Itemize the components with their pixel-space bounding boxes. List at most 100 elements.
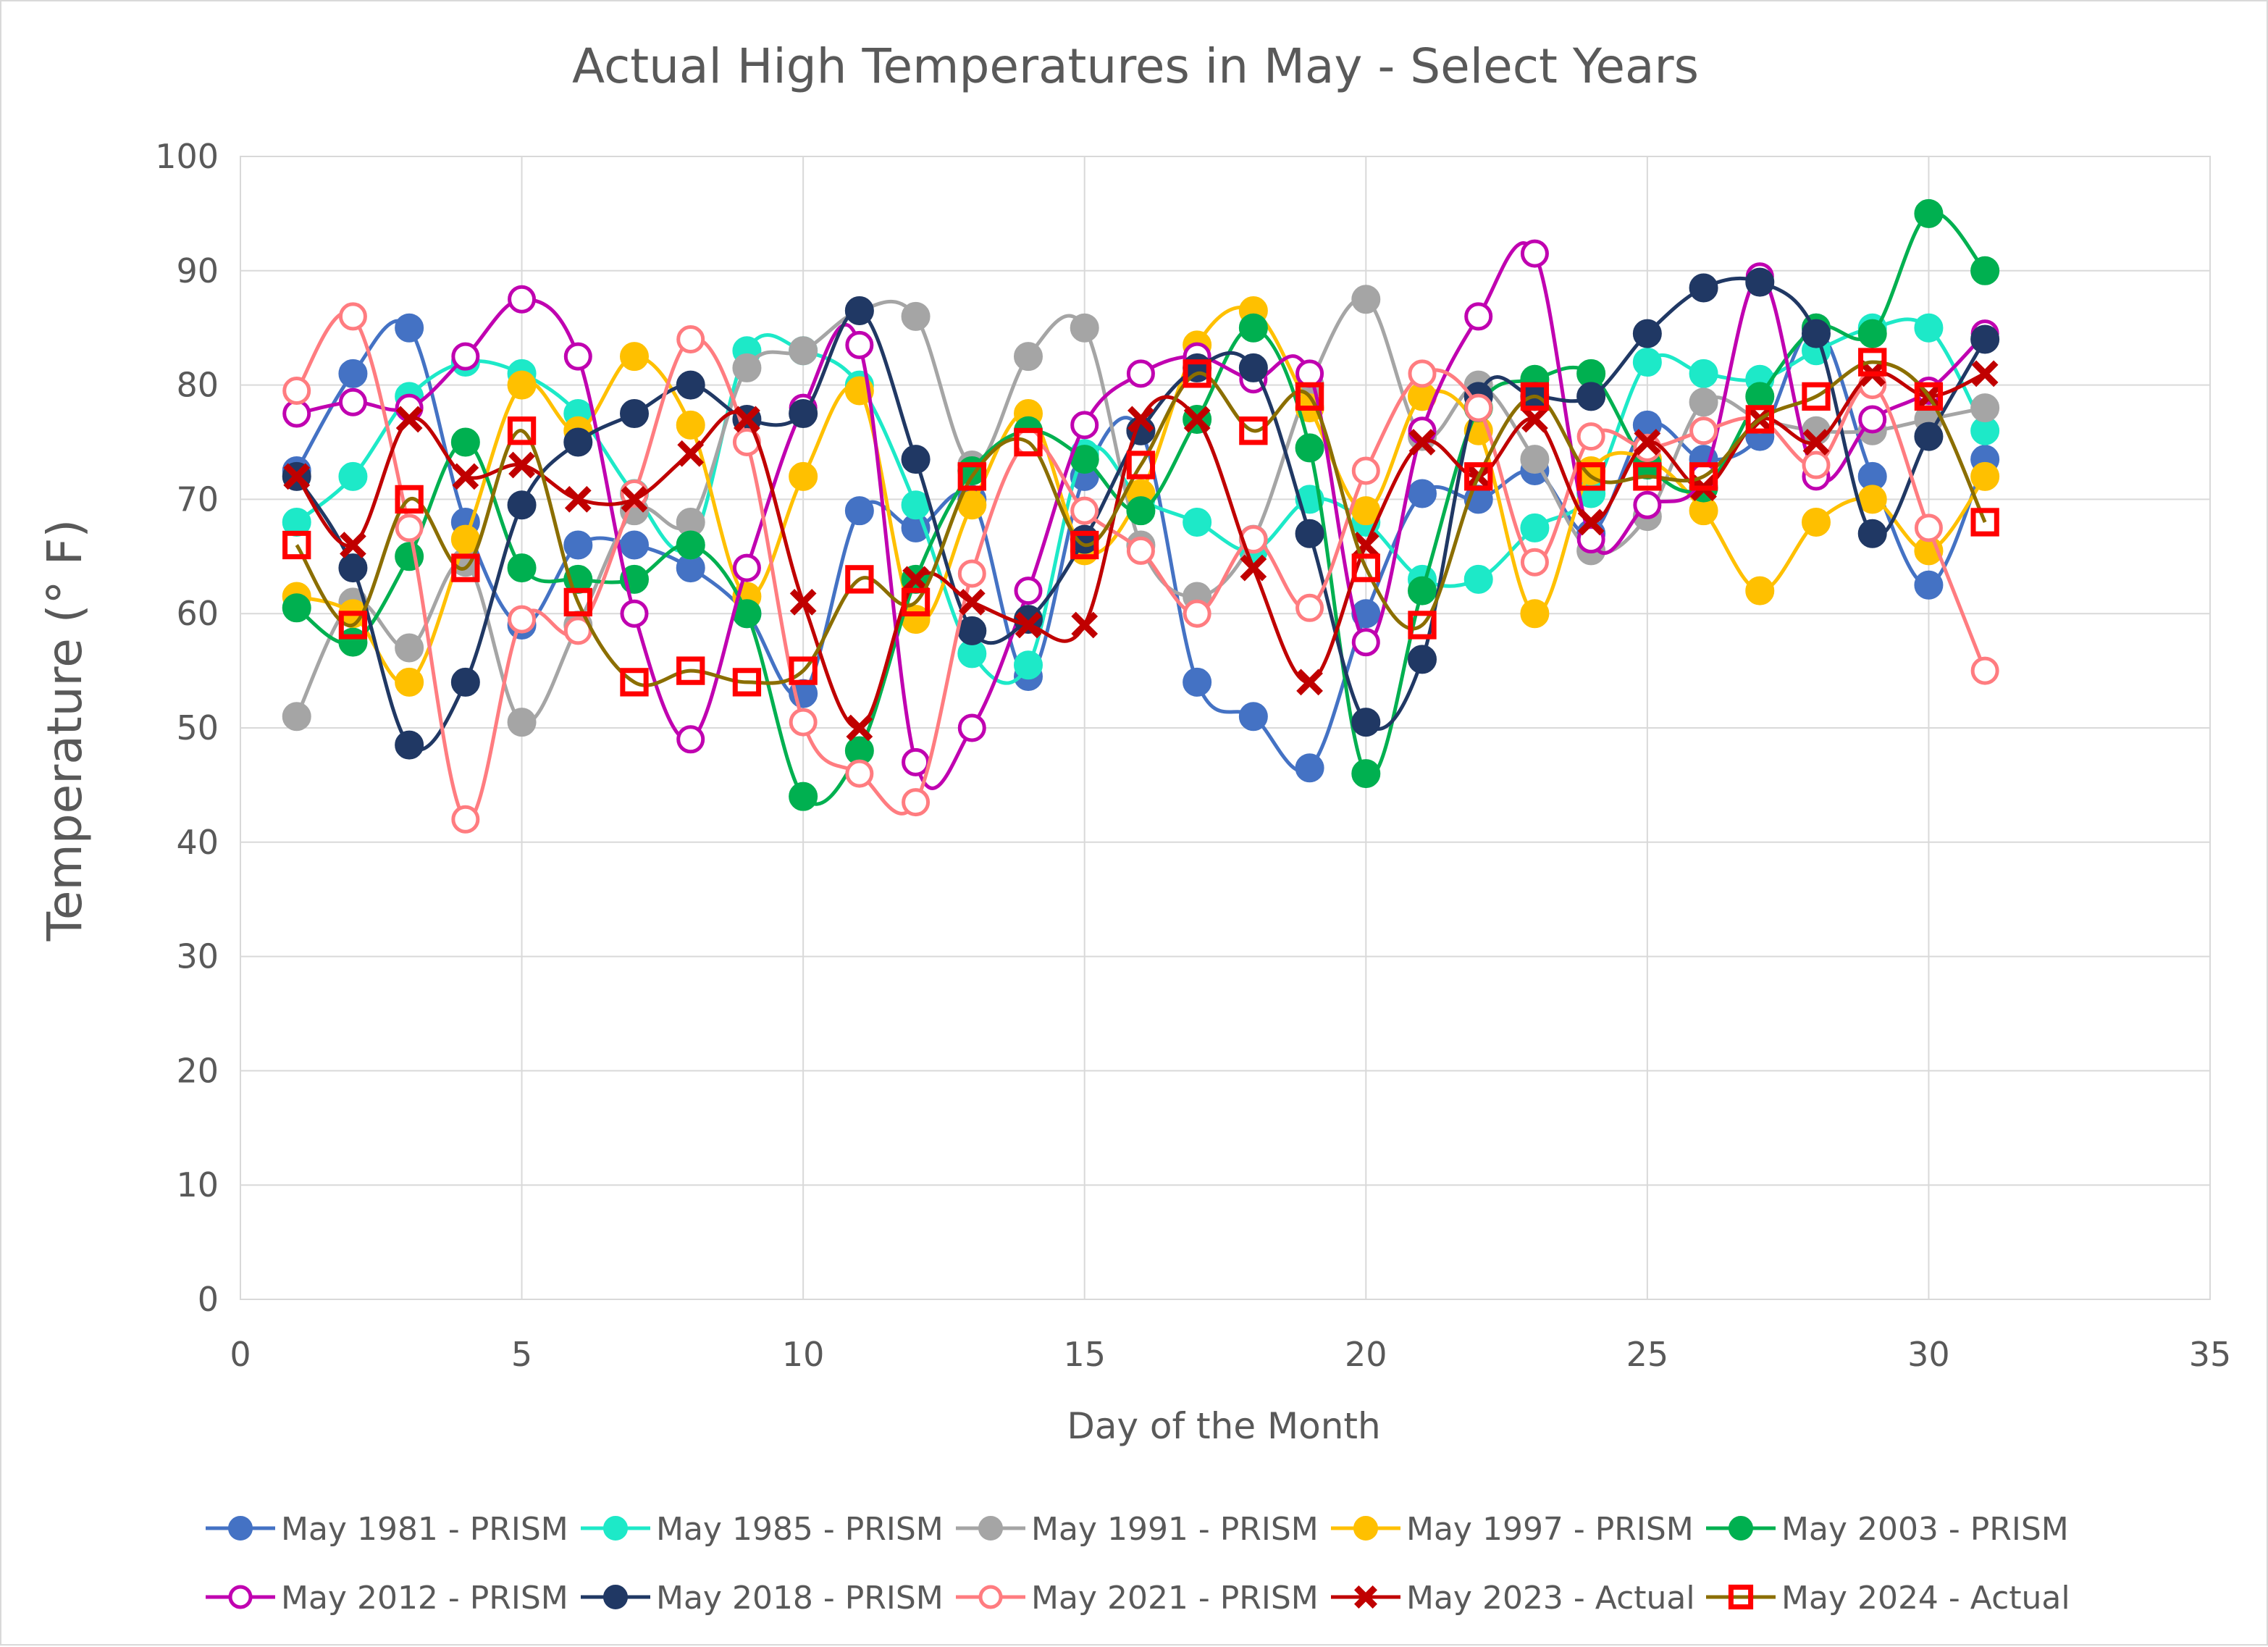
legend-marker [1353,1516,1378,1541]
data-point-day-21 [1408,576,1437,605]
data-point-day-26 [1689,359,1718,388]
data-point-day-1 [282,507,311,537]
data-point-day-9 [734,406,760,433]
data-point-day-14 [1014,650,1043,680]
data-point-day-18 [1240,554,1267,582]
data-point-day-8 [676,656,705,685]
data-point-day-20 [1351,759,1381,789]
data-point-day-14 [1014,342,1043,372]
data-point-day-22 [1464,393,1493,422]
x-tick-label: 20 [1345,1335,1387,1374]
data-point-day-12 [902,747,931,776]
data-point-day-6 [563,427,593,457]
data-point-day-6 [563,342,592,371]
data-point-day-5 [507,370,537,400]
legend-label: May 1991 - PRISM [1031,1511,1319,1548]
y-tick-label: 10 [176,1165,219,1204]
data-point-day-21 [1408,645,1437,674]
data-point-day-10 [789,708,818,737]
data-point-day-1 [282,399,311,428]
data-point-day-15 [1070,530,1099,560]
data-point-day-13 [957,713,986,742]
legend-marker [228,1585,253,1609]
data-point-day-25 [1634,429,1661,456]
y-tick-label: 0 [198,1280,219,1319]
data-point-day-13 [957,559,986,588]
data-point-day-1 [282,530,311,560]
plot-area [240,156,2211,1300]
data-point-day-6 [564,486,592,513]
data-point-day-16 [1126,450,1156,479]
data-point-day-3 [395,514,424,542]
data-point-day-30 [1914,422,1944,451]
data-point-day-30 [1914,382,1944,411]
data-point-day-19 [1295,382,1324,411]
data-point-day-18 [1239,416,1268,445]
data-point-day-12 [901,587,931,617]
data-point-day-8 [677,440,705,467]
data-point-day-14 [1014,577,1043,605]
data-point-day-31 [1970,393,2000,423]
legend-item-may-1981-prism: May 1981 - PRISM [206,1511,568,1548]
data-point-day-25 [1632,348,1662,377]
legend-marker [978,1585,1003,1609]
data-point-day-11 [844,296,874,326]
data-point-day-28 [1802,507,1831,537]
x-tick-label: 0 [230,1335,251,1374]
data-point-day-2 [338,553,368,583]
data-point-day-30 [1914,570,1944,600]
legend-item-may-1985-prism: May 1985 - PRISM [581,1511,944,1548]
data-point-day-10 [789,589,817,616]
data-point-day-9 [732,353,762,382]
y-tick-label: 100 [155,137,219,176]
data-point-day-4 [451,342,480,371]
data-point-day-28 [1802,319,1831,348]
data-point-day-18 [1238,313,1268,343]
data-point-day-16 [1126,359,1155,388]
data-point-day-5 [507,553,537,583]
data-point-day-7 [620,530,649,560]
y-tick-label: 30 [176,937,219,976]
y-tick-label: 90 [176,251,219,290]
data-point-day-23 [1520,445,1550,474]
data-point-day-29 [1858,405,1887,434]
data-point-day-21 [1408,479,1437,508]
legend-item-may-2012-prism: May 2012 - PRISM [206,1580,568,1617]
legend-label: May 2021 - PRISM [1031,1580,1319,1617]
chart-title: Actual High Temperatures in May - Select… [572,38,1699,94]
data-point-day-5 [508,605,537,634]
data-point-day-10 [789,399,818,429]
data-point-day-15 [1070,313,1099,343]
data-point-day-24 [1576,382,1606,411]
series-may-2023-actual [283,360,1999,742]
data-point-day-30 [1914,514,1943,542]
data-point-day-31 [1970,508,1999,537]
data-point-day-19 [1295,519,1324,548]
legend-label: May 2018 - PRISM [656,1580,944,1617]
data-point-day-16 [1126,536,1155,565]
legend: May 1981 - PRISM May 1985 - PRISM May 1991… [206,1511,2070,1617]
legend-label: May 2003 - PRISM [1781,1511,2069,1548]
legend-marker [1729,1516,1753,1541]
data-point-day-17 [1183,406,1211,433]
data-point-day-30 [1914,198,1944,228]
data-point-day-29 [1858,348,1887,377]
legend-marker [1728,1584,1754,1610]
data-point-day-23 [1520,599,1550,629]
axes: 0 10 20 30 40 50 60 70 80 90 100 0 5 10 15 20 25 30 35 [155,137,2231,1374]
data-point-day-6 [563,530,593,560]
x-tick-label: 5 [511,1335,532,1374]
data-point-day-14 [1014,427,1043,457]
legend-item-may-2021-prism: May 2021 - PRISM [956,1580,1319,1617]
series-line [295,360,1987,687]
data-point-day-5 [507,416,537,445]
data-point-day-24 [1576,422,1605,451]
data-point-day-26 [1689,416,1718,445]
data-point-day-19 [1295,433,1324,463]
data-point-day-2 [338,461,368,491]
x-tick-label: 25 [1626,1335,1669,1374]
data-point-day-10 [789,336,818,366]
data-point-day-3 [395,406,423,433]
data-point-day-8 [676,725,705,754]
data-point-day-3 [395,542,424,571]
